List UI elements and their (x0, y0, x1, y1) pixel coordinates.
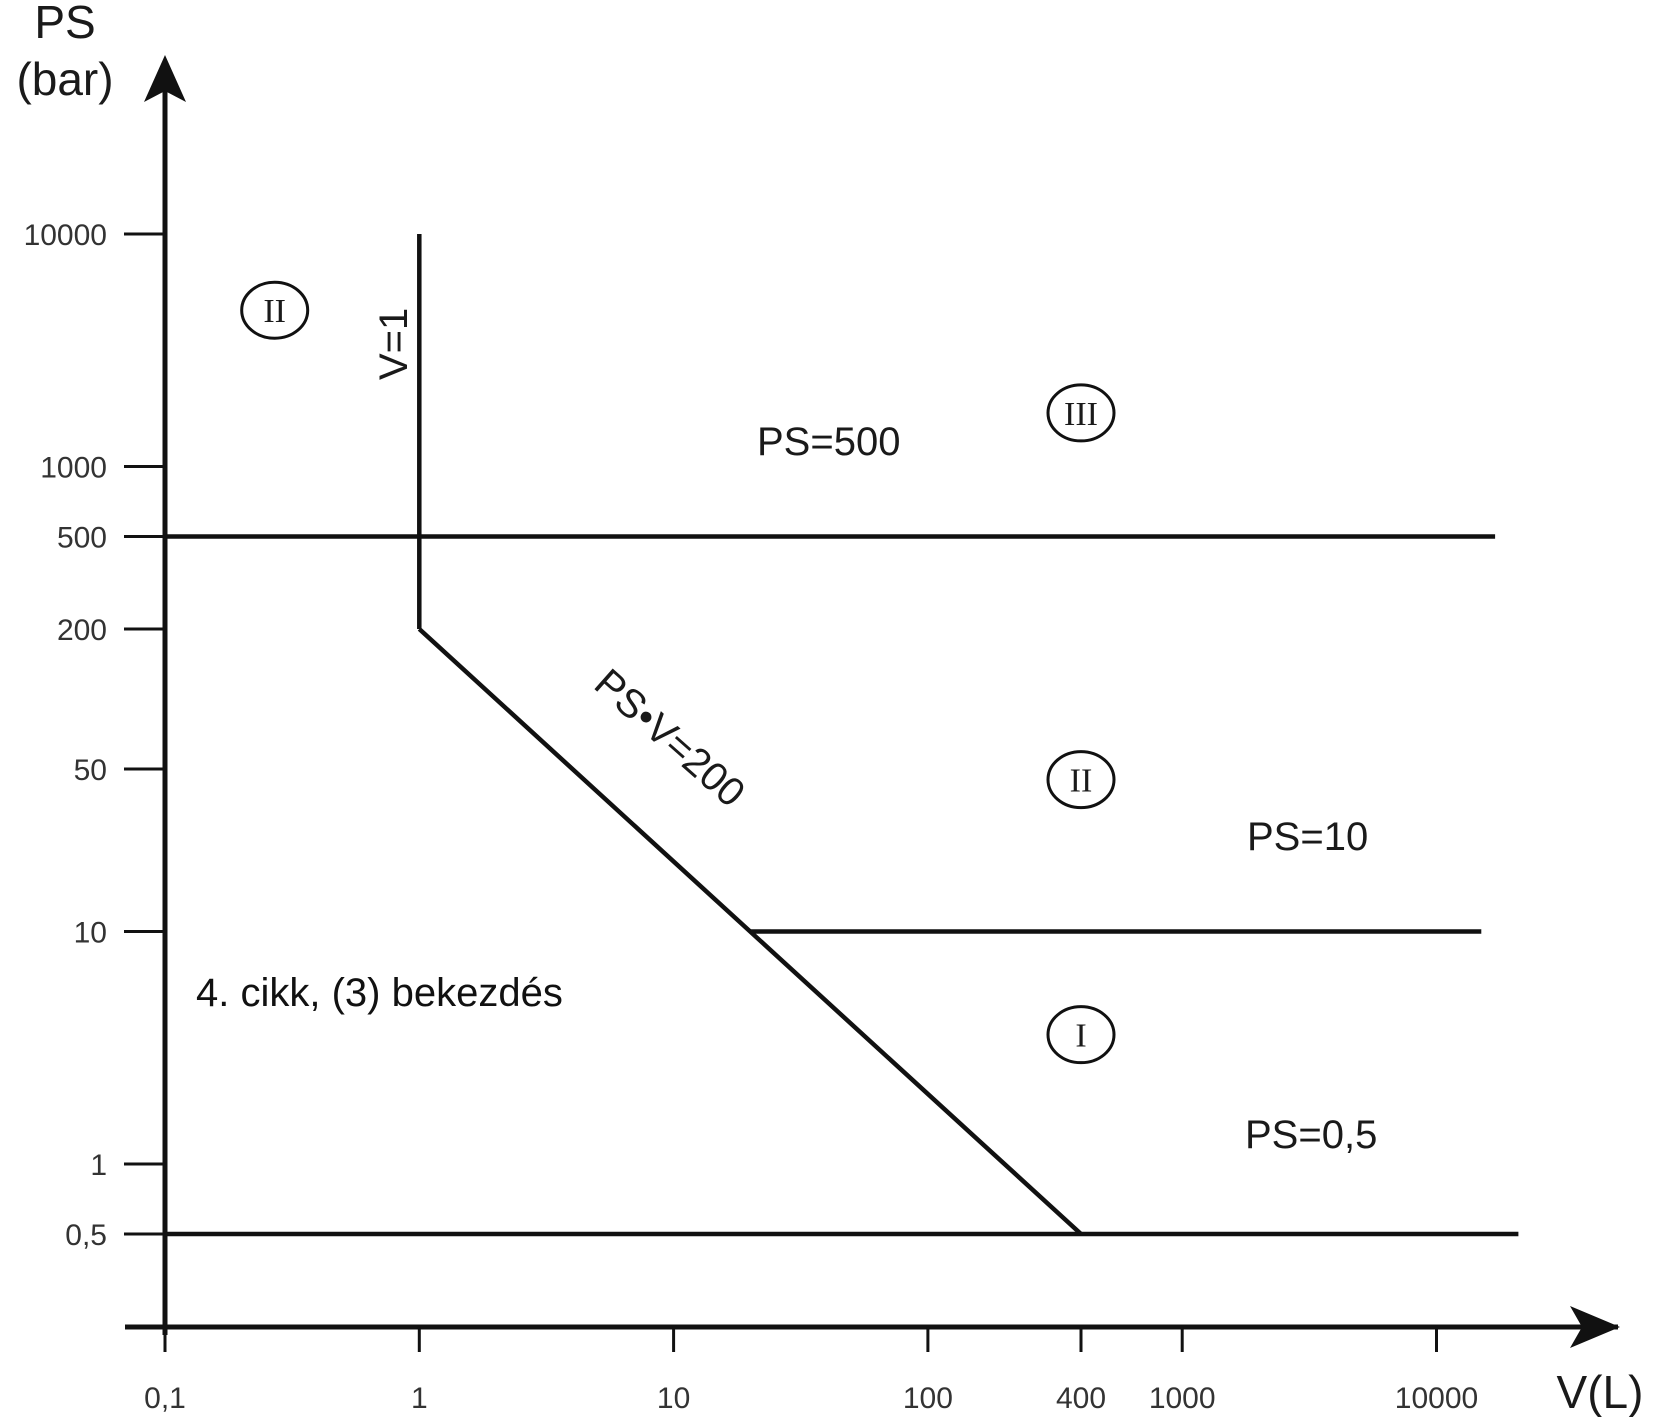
y-axis-unit: (bar) (16, 53, 113, 105)
x-tick-label: 0,1 (144, 1382, 186, 1415)
line-label: PS=500 (757, 420, 900, 464)
y-axis-arrow (144, 55, 186, 102)
y-tick-label: 200 (57, 614, 107, 647)
x-tick-label: 100 (903, 1382, 953, 1415)
region-circle (1046, 750, 1116, 810)
annotation-text: 4. cikk, (3) bekezdés (196, 971, 563, 1015)
region-circle (1046, 1005, 1116, 1065)
y-tick-label: 50 (74, 754, 107, 787)
x-tick-label: 1000 (1149, 1382, 1216, 1415)
line-label: PS=10 (1247, 815, 1368, 859)
region-label: III (1064, 396, 1098, 433)
axes (125, 55, 1620, 1348)
region-label: II (1070, 763, 1093, 800)
y-tick-label: 10 (74, 917, 107, 950)
x-tick-label: 1 (411, 1382, 428, 1415)
ticks: 0,1 1 10 100 400 1000 100001000010005002005010… (24, 219, 1479, 1415)
y-tick-label: 500 (57, 521, 107, 554)
region-circle (1046, 383, 1116, 443)
x-tick-label: 10000 (1395, 1382, 1478, 1415)
line-label: V=1 (372, 308, 416, 380)
x-axis-title: V(L) (1557, 1366, 1644, 1417)
line-label: PS=0,5 (1245, 1113, 1377, 1157)
y-tick-label: 1000 (40, 452, 107, 485)
region-label: II (263, 293, 286, 330)
line-ps-v-200 (417, 627, 1083, 1236)
x-tick-label: 400 (1056, 1382, 1106, 1415)
labels: PS (bar) V(L) 4. cikk, (3) bekezdés V=1 P… (16, 0, 1643, 1417)
line-label: PS•V=200 (586, 661, 753, 816)
x-axis-arrow (1570, 1306, 1620, 1348)
y-tick-label: 0,5 (65, 1219, 107, 1252)
y-tick-label: 1 (90, 1149, 107, 1182)
series-lines (165, 234, 1519, 1237)
region-label: I (1075, 1018, 1086, 1055)
y-tick-label: 10000 (24, 219, 107, 252)
region-circle (240, 280, 310, 340)
y-axis-title: PS (34, 0, 95, 48)
x-tick-label: 10 (657, 1382, 690, 1415)
